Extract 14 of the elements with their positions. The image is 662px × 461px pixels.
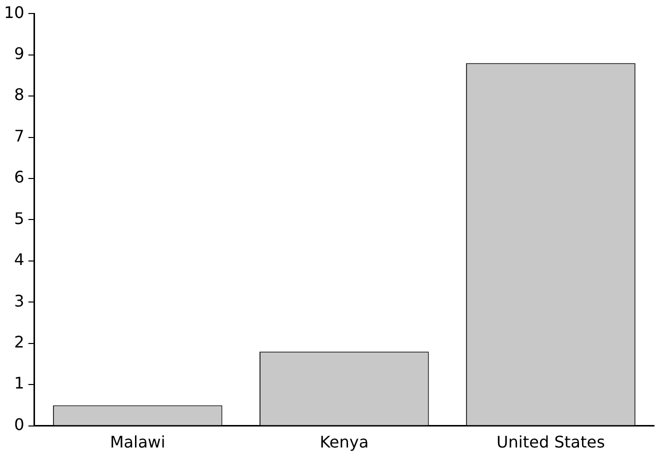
y-tick-label: 0 — [14, 414, 24, 434]
y-tick-label: 7 — [14, 126, 24, 146]
y-tick-label: 4 — [14, 250, 24, 270]
x-tick-label: Kenya — [320, 432, 369, 452]
y-tick-label: 2 — [14, 332, 24, 352]
y-tick-label: 1 — [14, 374, 24, 393]
y-tick-label: 6 — [14, 168, 24, 187]
x-tick-label: Malawi — [110, 432, 166, 452]
y-tick-label: 3 — [14, 291, 24, 310]
y-tick-label: 5 — [14, 208, 24, 228]
x-tick-label: United States — [496, 432, 605, 452]
y-tick-label: 8 — [14, 85, 24, 104]
y-tick-label: 10 — [4, 2, 24, 22]
y-tick-label: 9 — [14, 44, 24, 63]
